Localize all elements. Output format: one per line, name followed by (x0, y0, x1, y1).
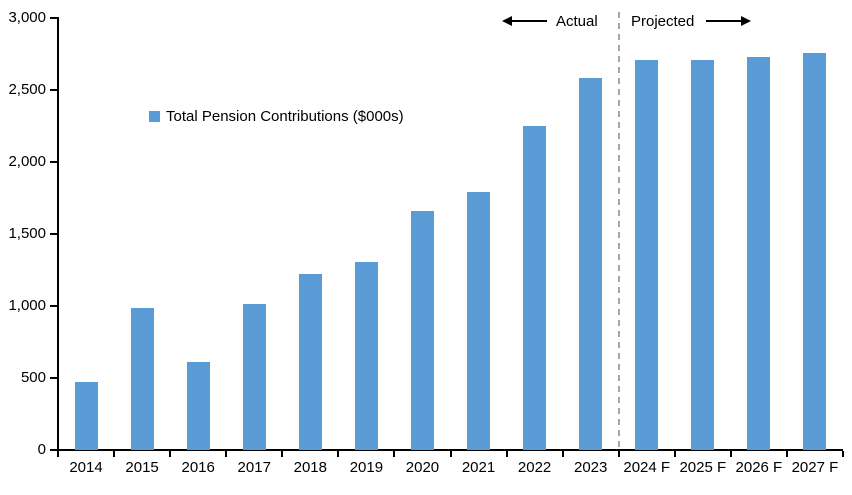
x-tick-mark (785, 451, 788, 457)
x-tick-label: 2023 (573, 459, 608, 476)
x-tick-label: 2014 (69, 459, 103, 476)
x-tick-label: 2016 (181, 459, 215, 476)
x-tick-label: 2022 (517, 459, 552, 476)
x-tick-mark (225, 451, 228, 457)
actual-projected-divider (617, 12, 620, 450)
x-tick-mark (617, 451, 620, 457)
y-tick-mark (50, 17, 57, 19)
legend-swatch-icon (149, 111, 160, 122)
y-tick-label: 1,500 (8, 225, 46, 242)
y-tick-label: 2,000 (8, 153, 46, 170)
bar-2019 (354, 262, 378, 450)
legend: Total Pension Contributions ($000s) (149, 108, 404, 125)
x-tick-mark (169, 451, 172, 457)
x-tick-label: 2021 (461, 459, 496, 476)
x-tick-label: 2015 (125, 459, 159, 476)
x-tick-label: 2018 (293, 459, 327, 476)
x-tick-mark (505, 451, 508, 457)
x-tick-label: 2027 F (791, 459, 839, 476)
x-tick-mark (449, 451, 452, 457)
bar-2022 (523, 126, 547, 450)
y-tick-label: 2,500 (8, 81, 46, 98)
y-tick-label: 1,000 (8, 297, 46, 314)
projected-right-arrow-icon (706, 16, 751, 26)
bar-2027 F (803, 53, 827, 450)
y-tick-mark (50, 305, 57, 307)
x-tick-mark (729, 451, 732, 457)
bar-2016 (186, 362, 210, 450)
y-tick-mark (50, 377, 57, 379)
x-tick-mark (113, 451, 116, 457)
x-tick-label: 2020 (405, 459, 440, 476)
actual-label: Actual (556, 13, 598, 30)
x-tick-mark (842, 451, 844, 457)
bar-2018 (298, 273, 322, 450)
bar-2024 F (635, 59, 659, 450)
bar-2017 (242, 303, 266, 450)
y-axis-line (57, 17, 59, 451)
bar-2025 F (691, 60, 715, 450)
projected-label: Projected (631, 13, 695, 30)
bar-2014 (74, 382, 98, 450)
x-tick-mark (393, 451, 396, 457)
x-tick-label: 2019 (349, 459, 384, 476)
x-tick-label: 2017 (237, 459, 271, 476)
y-tick-label: 0 (37, 441, 46, 458)
actual-left-arrow-icon (502, 16, 547, 26)
bar-2020 (410, 210, 434, 450)
x-tick-mark (673, 451, 676, 457)
bar-2021 (467, 191, 491, 450)
legend-label: Total Pension Contributions ($000s) (166, 108, 404, 125)
x-tick-label: 2025 F (679, 459, 727, 476)
x-tick-mark (281, 451, 284, 457)
x-axis-line (57, 449, 843, 451)
y-tick-mark (50, 89, 57, 91)
x-tick-mark (561, 451, 564, 457)
x-tick-mark (57, 451, 59, 457)
y-tick-mark (50, 233, 57, 235)
x-tick-label: 2024 F (623, 459, 671, 476)
x-tick-mark (337, 451, 340, 457)
y-tick-mark (50, 161, 57, 163)
y-tick-label: 3,000 (8, 9, 46, 26)
x-tick-label: 2026 F (735, 459, 783, 476)
y-tick-mark (50, 449, 57, 451)
bar-2026 F (747, 56, 771, 450)
bar-2023 (579, 78, 603, 450)
bar-2015 (130, 308, 154, 450)
y-tick-label: 500 (20, 369, 46, 386)
